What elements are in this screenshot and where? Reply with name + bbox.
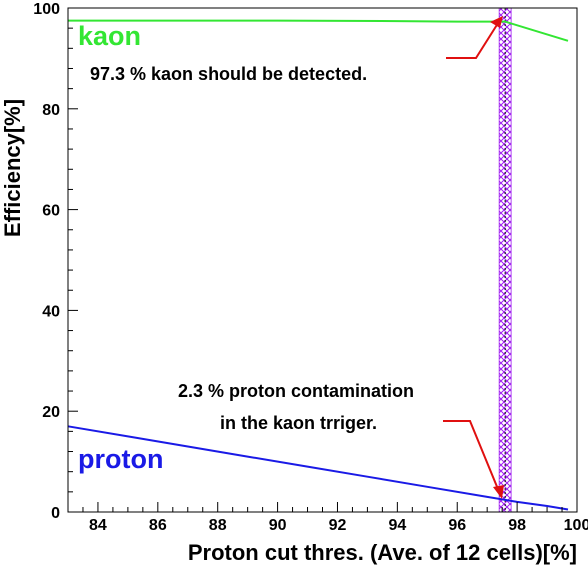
- y-tick-label: 0: [51, 505, 60, 522]
- series-label-kaon: kaon: [78, 21, 141, 51]
- proton-arrow: [443, 420, 504, 499]
- y-tick-label: 20: [42, 404, 60, 421]
- y-tick-label: 80: [42, 102, 60, 119]
- x-tick-label: 96: [448, 517, 466, 534]
- x-tick-label: 92: [329, 517, 347, 534]
- proton-annotation-line-2: in the kaon trriger.: [220, 413, 377, 433]
- y-axis-ticks: 0 20 40 60 80 100: [33, 1, 78, 522]
- x-tick-label: 100: [564, 517, 588, 534]
- series-line-proton: [67, 425, 569, 511]
- proton-annotation-line-1: 2.3 % proton contamination: [178, 381, 414, 401]
- x-tick-label: 90: [269, 517, 287, 534]
- x-axis-ticks: 84 86 88 90 92 94 96 98 100: [67, 502, 588, 534]
- y-tick-label: 60: [42, 203, 60, 220]
- series-line-kaon: [68, 19, 569, 42]
- cut-band-layer: [498, 7, 512, 513]
- x-tick-label: 98: [508, 517, 526, 534]
- x-tick-label: 88: [209, 517, 227, 534]
- kaon-annotation: 97.3 % kaon should be detected.: [90, 64, 367, 84]
- kaon-arrow: [446, 16, 503, 59]
- series-layer: [67, 19, 569, 511]
- x-axis-title: Proton cut thres. (Ave. of 12 cells)[%]: [188, 540, 577, 565]
- y-tick-label: 40: [42, 303, 60, 320]
- x-tick-label: 84: [89, 517, 107, 534]
- series-label-proton: proton: [78, 444, 163, 474]
- y-axis-title: Efficiency[%]: [0, 99, 25, 237]
- x-tick-label: 86: [149, 517, 167, 534]
- x-tick-label: 94: [388, 517, 406, 534]
- y-tick-label: 100: [33, 1, 60, 18]
